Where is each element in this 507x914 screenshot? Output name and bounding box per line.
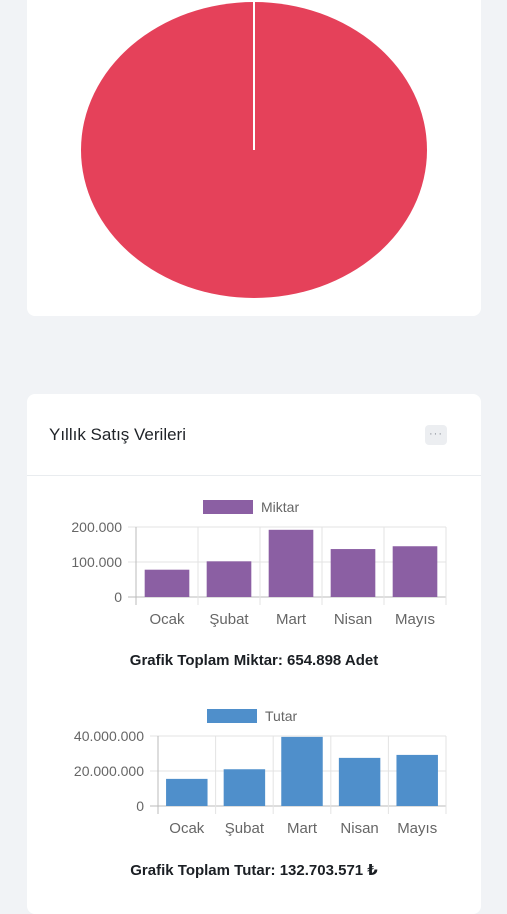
- card-title: Yıllık Satış Verileri: [49, 424, 186, 444]
- miktar-total: Grafik Toplam Miktar: 654.898 Adet: [129, 652, 379, 669]
- pie-chart: [81, 0, 427, 298]
- x-tick-label: Mayıs: [395, 611, 435, 628]
- bar-Şubat: [206, 561, 252, 597]
- legend-label: Tutar: [265, 708, 297, 724]
- y-tick-label: 100.000: [71, 554, 122, 570]
- y-tick-label: 0: [114, 589, 122, 605]
- bar-Ocak: [166, 778, 208, 806]
- x-tick-label: Nisan: [340, 820, 378, 837]
- annual-sales-card: Yıllık Satış Verileri ··· Miktar 0 100.000…: [27, 394, 481, 914]
- chart-legend: Miktar: [203, 499, 299, 515]
- x-tick-label: Şubat: [209, 611, 249, 628]
- bar-Ocak: [144, 569, 190, 597]
- y-tick-label: 20.000.000: [74, 763, 144, 779]
- miktar-bar-chart: Miktar 0 100.000 200.000 Ocak Şubat Mart Nisan M…: [71, 499, 447, 628]
- ellipsis-icon[interactable]: ···: [425, 424, 447, 445]
- x-tick-label: Ocak: [149, 611, 185, 628]
- bar-Mart: [281, 736, 323, 806]
- x-tick-label: Şubat: [225, 820, 265, 837]
- x-tick-label: Nisan: [334, 611, 372, 628]
- bar-Mayıs: [396, 754, 438, 806]
- card-header: Yıllık Satış Verileri ···: [27, 394, 481, 476]
- x-tick-label: Ocak: [169, 820, 205, 837]
- tutar-total: Grafik Toplam Tutar: 132.703.571 ₺: [130, 862, 378, 879]
- x-tick-label: Mayıs: [397, 820, 437, 837]
- x-tick-label: Mart: [276, 611, 307, 628]
- pie-chart-card: [27, 0, 481, 316]
- legend-label: Miktar: [261, 499, 299, 515]
- y-tick-label: 200.000: [71, 519, 122, 535]
- chart-legend: Tutar: [207, 708, 297, 724]
- bar-Mart: [268, 529, 314, 597]
- bar-Nisan: [330, 549, 376, 597]
- miktar-chart-container: Miktar 0 100.000 200.000 Ocak Şubat Mart Nisan M…: [27, 494, 481, 634]
- tutar-chart-container: Tutar 0 20.000.000 40.000.000 Ocak Şubat Mart N…: [27, 703, 481, 843]
- y-tick-label: 0: [136, 798, 144, 814]
- bar-Mayıs: [392, 546, 438, 597]
- legend-swatch: [203, 500, 253, 514]
- y-tick-label: 40.000.000: [74, 728, 144, 744]
- x-tick-label: Mart: [287, 820, 318, 837]
- bar-Nisan: [338, 757, 381, 806]
- legend-swatch: [207, 709, 257, 723]
- bar-Şubat: [223, 769, 266, 806]
- tutar-bar-chart: Tutar 0 20.000.000 40.000.000 Ocak Şubat Mart N…: [74, 708, 447, 837]
